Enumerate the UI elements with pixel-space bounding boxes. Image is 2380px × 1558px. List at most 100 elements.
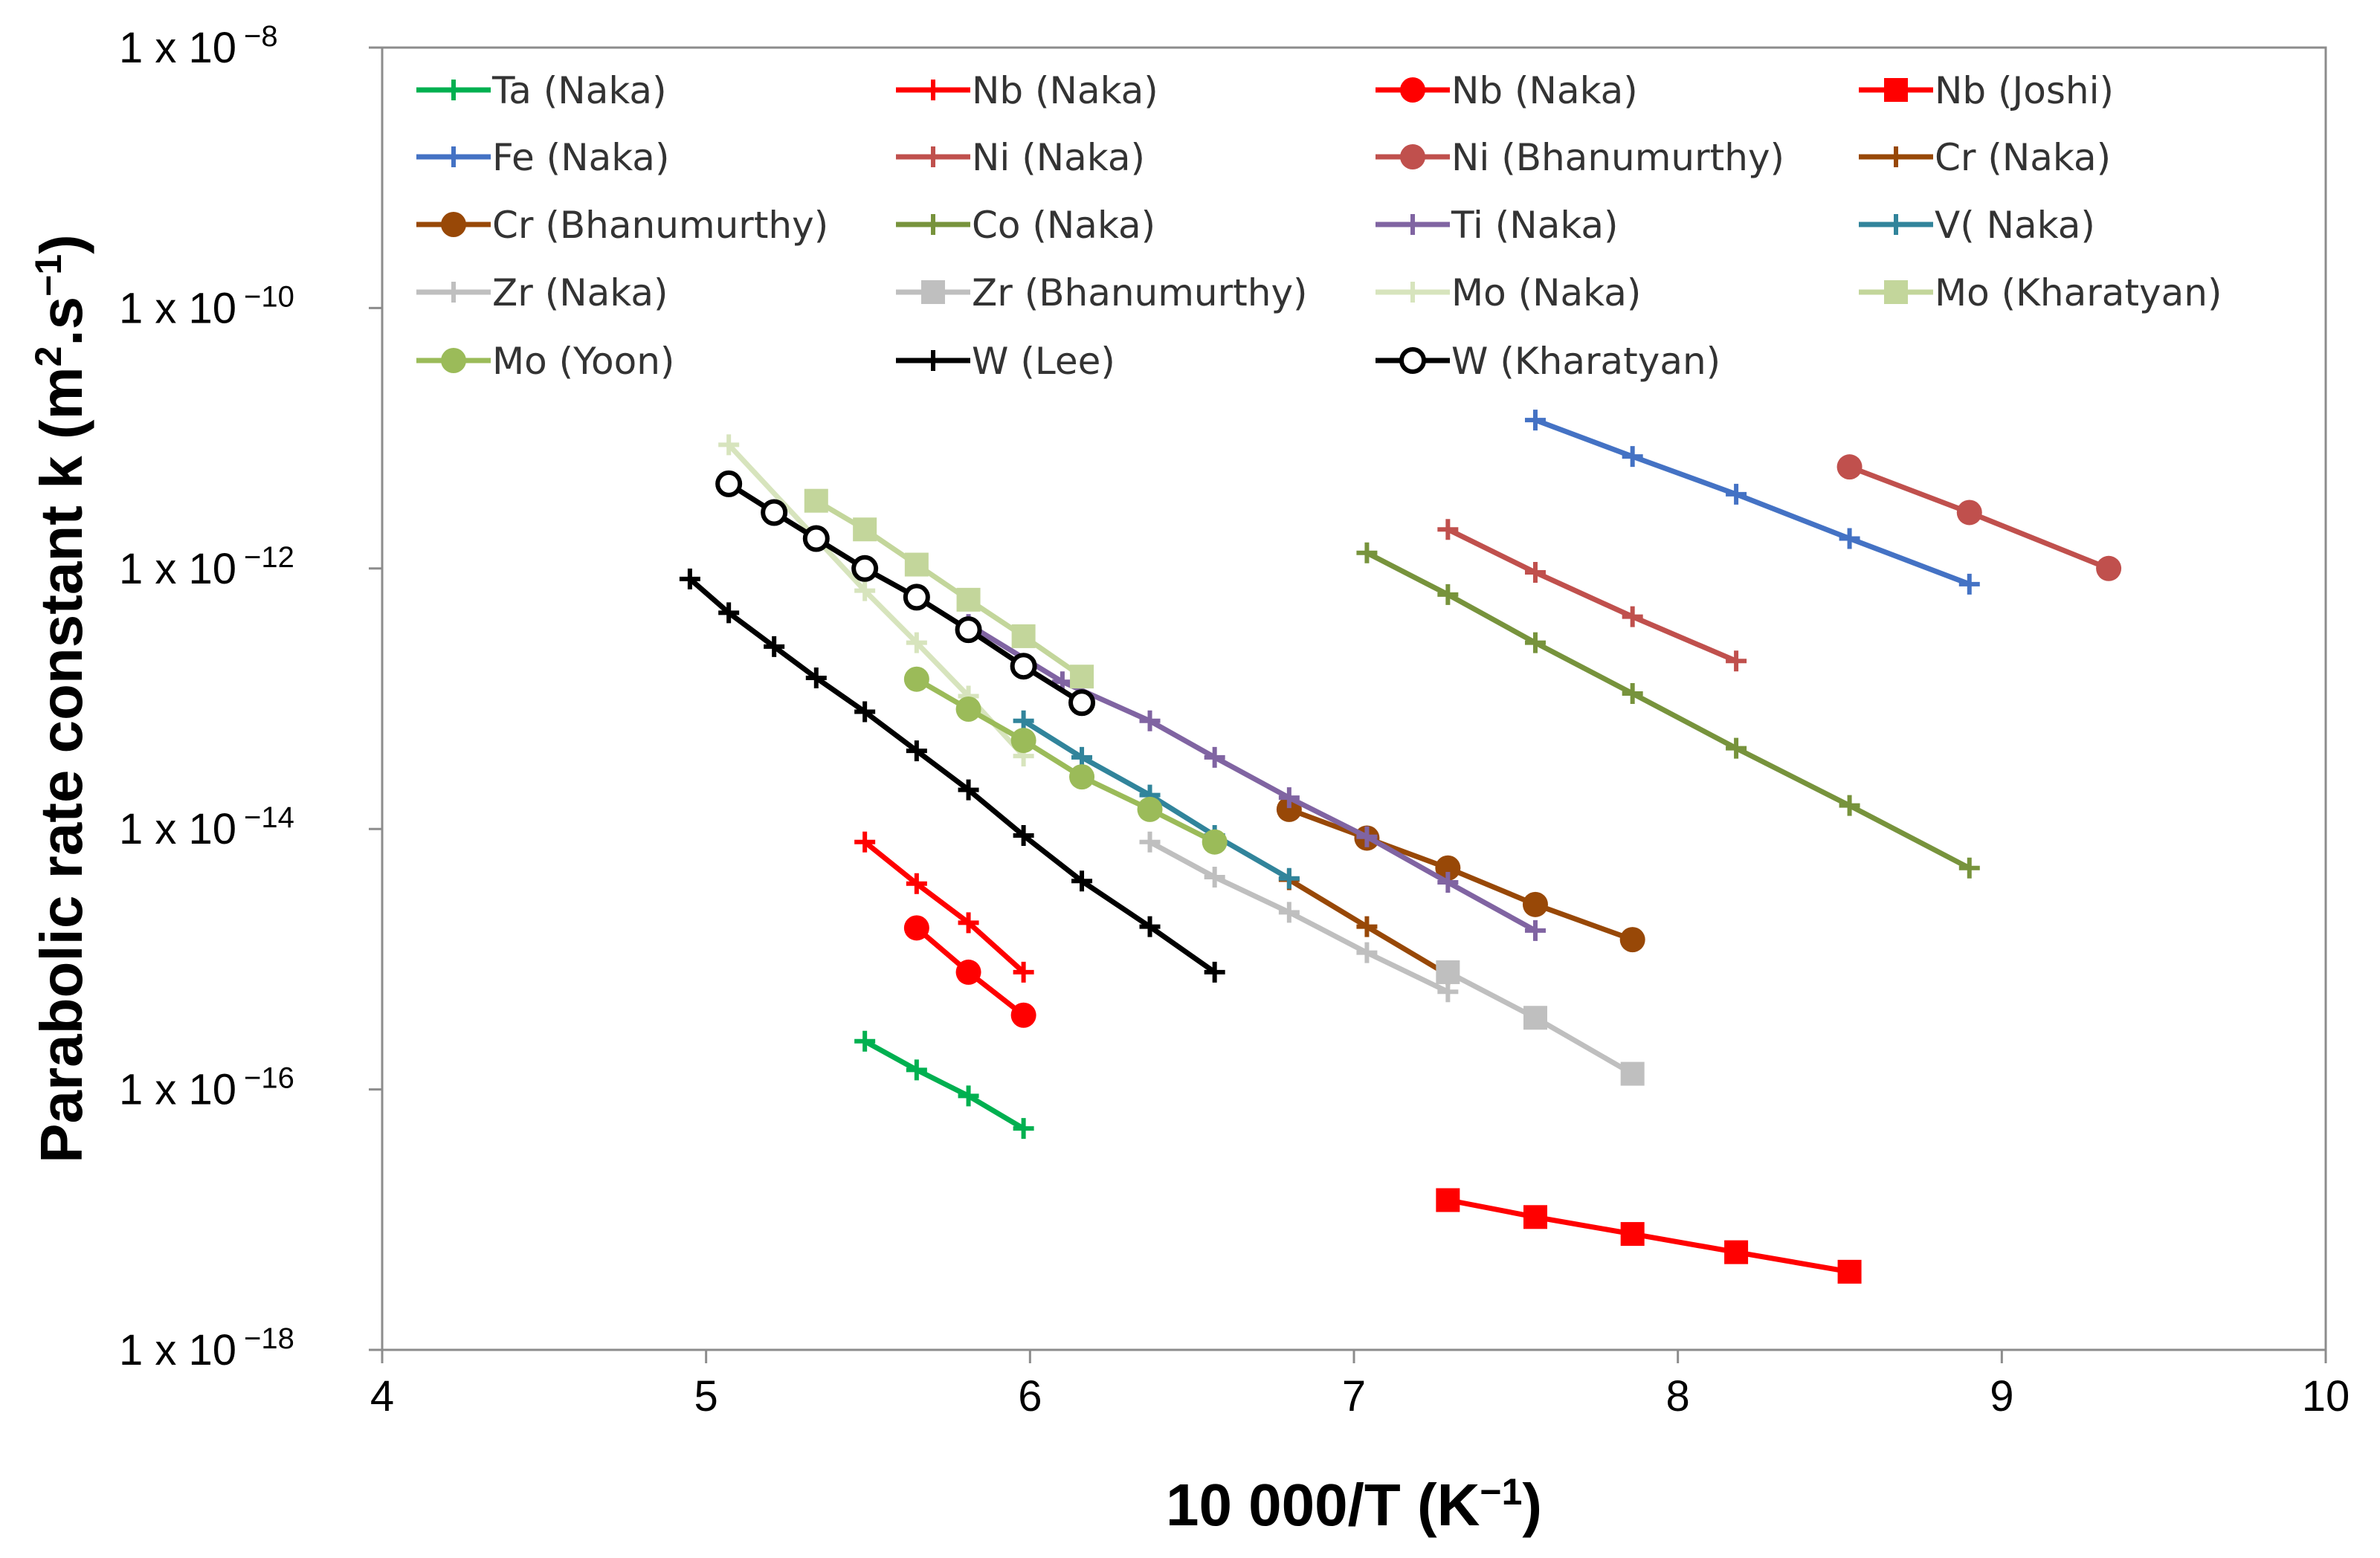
legend-label: Mo (Kharatyan) <box>1935 271 2222 314</box>
data-point <box>2096 555 2122 581</box>
legend-swatch-marker <box>1402 214 1423 235</box>
y-tick-label: 1 x 10 −18 <box>119 1322 294 1374</box>
data-point <box>903 584 930 611</box>
legend-item: Ti (Naka) <box>1376 204 1619 247</box>
data-point <box>1839 795 1860 816</box>
legend-label: Ti (Naka) <box>1451 204 1619 247</box>
data-point <box>903 915 929 941</box>
legend-item: Cr (Naka) <box>1859 136 2111 179</box>
x-tick-label: 7 <box>1342 1372 1366 1420</box>
series-17 <box>679 568 1225 983</box>
legend-swatch-marker <box>1400 144 1425 169</box>
series-line <box>863 1038 1025 1131</box>
legend-label: Cr (Naka) <box>1935 136 2111 179</box>
data-point <box>805 667 827 688</box>
data-point <box>804 488 828 513</box>
series-9 <box>1356 542 1980 879</box>
data-point <box>1524 410 1546 431</box>
legend-label: Fe (Naka) <box>492 136 669 179</box>
series-1 <box>854 831 1034 983</box>
data-point <box>1204 961 1225 983</box>
data-point <box>761 499 788 526</box>
x-tick-label: 10 <box>2302 1372 2350 1420</box>
legend-swatch-marker <box>1886 214 1906 235</box>
data-point <box>1956 500 1982 526</box>
data-point <box>1278 867 1300 889</box>
data-point <box>715 470 743 497</box>
data-point <box>955 696 981 723</box>
data-point <box>1202 829 1228 855</box>
legend-label: W (Kharatyan) <box>1451 340 1720 383</box>
data-point <box>679 568 700 589</box>
data-point <box>1278 787 1300 809</box>
y-tick-label: 1 x 10 −10 <box>119 280 294 332</box>
series-layer <box>679 410 2122 1284</box>
y-tick-label: 1 x 10 −16 <box>119 1062 294 1114</box>
legend-label: Mo (Yoon) <box>492 340 674 383</box>
data-point <box>1013 961 1034 983</box>
y-tick-label: 1 x 10 −8 <box>119 20 278 72</box>
data-point <box>906 632 927 653</box>
data-point <box>1010 1002 1036 1028</box>
data-point <box>1437 981 1459 1003</box>
legend-item: Nb (Naka) <box>896 69 1158 112</box>
data-point <box>1837 1259 1862 1284</box>
data-point <box>854 701 876 723</box>
legend-item: Ni (Naka) <box>896 136 1145 179</box>
legend-swatch-marker <box>1400 77 1425 103</box>
data-point <box>1010 728 1036 754</box>
legend-swatch-marker <box>1884 78 1908 102</box>
legend-item: W (Kharatyan) <box>1376 340 1720 383</box>
legend-item: Ni (Bhanumurthy) <box>1376 136 1784 179</box>
legend-label: Ta (Naka) <box>491 69 667 112</box>
series-15 <box>804 488 1094 689</box>
data-point <box>1726 650 1747 672</box>
data-point <box>1620 1222 1645 1247</box>
series-4 <box>1524 410 1980 595</box>
x-tick-label: 6 <box>1018 1372 1042 1420</box>
data-point <box>1958 573 1980 595</box>
legend-swatch-marker <box>443 282 464 303</box>
legend-swatch-marker <box>923 350 944 371</box>
legend-label: Cr (Bhanumurthy) <box>492 204 828 247</box>
y-axis-title: Parabolic rate constant k (m2.s−1) <box>28 234 94 1163</box>
data-point <box>906 873 927 894</box>
legend-swatch-marker <box>923 146 944 167</box>
data-point <box>1622 606 1643 627</box>
series-line <box>862 839 1025 974</box>
data-point <box>906 740 927 762</box>
data-point <box>1356 542 1378 563</box>
legend-swatch-marker <box>443 80 464 100</box>
legend-item: Nb (Joshi) <box>1859 69 2114 112</box>
data-point <box>1522 891 1548 917</box>
legend-item: Zr (Naka) <box>416 271 668 314</box>
series-3 <box>1436 1188 1862 1284</box>
data-point <box>1356 942 1378 963</box>
legend-swatch-marker <box>921 280 945 304</box>
legend-label: Nb (Naka) <box>1451 69 1638 112</box>
data-point <box>1836 454 1863 480</box>
data-point <box>1523 1205 1547 1229</box>
data-point <box>718 434 740 456</box>
data-point <box>1069 764 1095 790</box>
legend-item: Ta (Naka) <box>416 69 667 112</box>
data-point <box>1620 1061 1645 1086</box>
x-axis-title: 10 000/T (K−1) <box>1166 1471 1542 1538</box>
legend-swatch-marker <box>441 348 466 373</box>
legend-label: Ni (Naka) <box>972 136 1145 179</box>
data-point <box>1356 826 1378 847</box>
series-5 <box>1437 519 1747 672</box>
data-point <box>853 517 877 542</box>
series-6 <box>1836 454 2122 581</box>
data-point <box>1437 584 1459 605</box>
legend-label: Nb (Joshi) <box>1935 69 2114 112</box>
legend-swatch-marker <box>441 212 466 237</box>
data-point <box>1622 446 1643 468</box>
data-point <box>1013 1118 1034 1140</box>
data-point <box>854 580 876 601</box>
data-point <box>1523 1006 1547 1030</box>
x-tick-label: 5 <box>694 1372 718 1420</box>
y-tick-label: 1 x 10 −12 <box>119 541 294 593</box>
data-point <box>1068 689 1096 717</box>
